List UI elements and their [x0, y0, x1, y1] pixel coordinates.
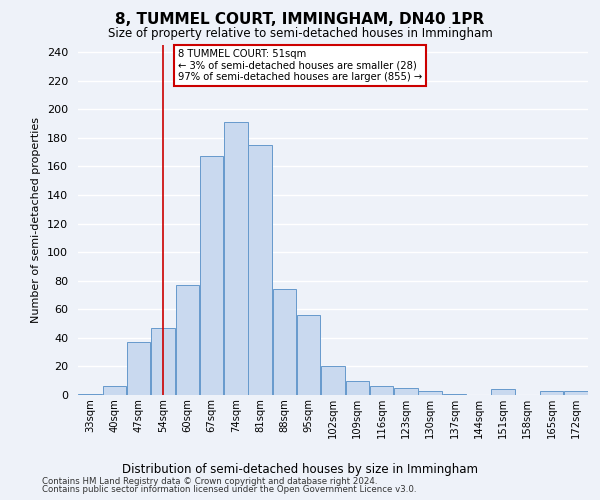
Bar [79, 394, 102, 395]
Bar [200, 156, 223, 395]
Text: 8, TUMMEL COURT, IMMINGHAM, DN40 1PR: 8, TUMMEL COURT, IMMINGHAM, DN40 1PR [115, 12, 485, 28]
Bar [272, 290, 296, 395]
Bar [564, 390, 587, 395]
Y-axis label: Number of semi-detached properties: Number of semi-detached properties [31, 117, 41, 323]
Bar [151, 328, 175, 395]
Bar [127, 342, 151, 395]
Text: 8 TUMMEL COURT: 51sqm
← 3% of semi-detached houses are smaller (28)
97% of semi-: 8 TUMMEL COURT: 51sqm ← 3% of semi-detac… [178, 50, 422, 82]
Bar [540, 390, 563, 395]
Text: Size of property relative to semi-detached houses in Immingham: Size of property relative to semi-detach… [107, 28, 493, 40]
Text: Contains HM Land Registry data © Crown copyright and database right 2024.: Contains HM Land Registry data © Crown c… [42, 477, 377, 486]
Bar [491, 390, 515, 395]
Bar [248, 145, 272, 395]
Bar [346, 380, 369, 395]
Text: Contains public sector information licensed under the Open Government Licence v3: Contains public sector information licen… [42, 486, 416, 494]
Bar [176, 285, 199, 395]
Bar [443, 394, 466, 395]
Bar [224, 122, 248, 395]
Bar [321, 366, 345, 395]
Bar [297, 315, 320, 395]
Bar [394, 388, 418, 395]
Bar [370, 386, 394, 395]
Bar [418, 390, 442, 395]
Text: Distribution of semi-detached houses by size in Immingham: Distribution of semi-detached houses by … [122, 462, 478, 475]
Bar [103, 386, 126, 395]
